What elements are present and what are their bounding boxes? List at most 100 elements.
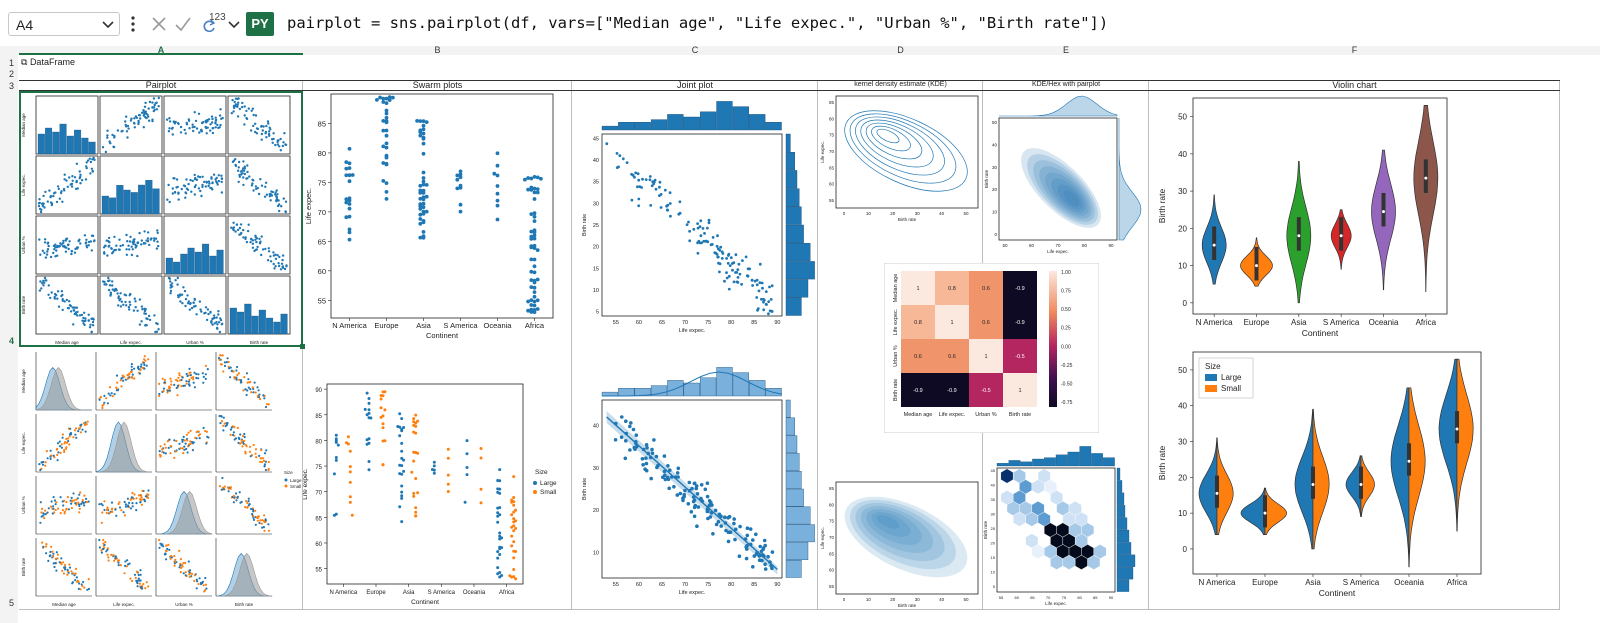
column-header-c[interactable]: C bbox=[691, 45, 699, 55]
column-header-a[interactable]: A bbox=[19, 46, 303, 55]
scatter-point bbox=[106, 553, 109, 556]
scatter-point bbox=[108, 279, 111, 282]
grid-line bbox=[1559, 80, 1560, 610]
tick-label: S America bbox=[428, 590, 456, 596]
scatter-point bbox=[41, 541, 44, 544]
enter-check-icon[interactable] bbox=[174, 15, 192, 33]
scatter-point bbox=[728, 264, 732, 267]
scatter-point bbox=[648, 178, 652, 182]
scatter-point bbox=[55, 501, 58, 504]
swarm-point bbox=[496, 550, 500, 554]
tick-label: 50 bbox=[1178, 113, 1187, 122]
formula-input[interactable]: pairplot = sns.pairplot(df, vars=["Media… bbox=[287, 14, 1109, 32]
scatter-point bbox=[153, 314, 156, 317]
scatter-point bbox=[214, 118, 218, 122]
column-header-d[interactable]: D bbox=[897, 45, 904, 55]
python-badge[interactable]: PY bbox=[246, 12, 274, 36]
row-header-1[interactable]: 1 bbox=[8, 58, 14, 68]
scatter-point bbox=[189, 302, 192, 305]
scatter-point bbox=[240, 231, 243, 235]
scatter-point bbox=[225, 361, 228, 364]
marginal-bar bbox=[667, 380, 684, 397]
row-header-3[interactable]: 3 bbox=[8, 81, 14, 91]
scatter-point bbox=[163, 443, 166, 446]
scatter-point bbox=[61, 200, 64, 203]
scatter-point bbox=[281, 144, 285, 148]
row-header-5[interactable]: 5 bbox=[8, 598, 14, 608]
column-header-f[interactable]: F bbox=[1351, 45, 1358, 55]
histogram-bar bbox=[88, 141, 96, 155]
scatter-point bbox=[205, 430, 208, 433]
scatter-point bbox=[64, 568, 67, 571]
scatter-point bbox=[126, 373, 129, 377]
scatter-point bbox=[234, 230, 237, 233]
swarm-point bbox=[532, 219, 537, 223]
scatter-point bbox=[43, 241, 47, 244]
violin-median bbox=[1255, 264, 1258, 268]
scatter-point bbox=[194, 184, 197, 187]
scatter-point bbox=[663, 477, 668, 482]
scatter-point bbox=[193, 125, 196, 129]
heatmap-cell bbox=[1003, 305, 1037, 339]
kde-contour bbox=[866, 509, 922, 545]
scatter-point bbox=[276, 143, 280, 146]
tick-label: 50 bbox=[963, 597, 969, 602]
row-header-2[interactable]: 2 bbox=[8, 69, 14, 79]
swarm-point bbox=[400, 417, 404, 421]
swarm-point bbox=[384, 145, 389, 150]
column-header-b[interactable]: B bbox=[434, 45, 441, 55]
scatter-point bbox=[185, 380, 188, 383]
python-output-type-dropdown[interactable]: 123 bbox=[199, 12, 243, 36]
grid-line bbox=[1148, 80, 1149, 610]
scatter-point bbox=[181, 565, 184, 568]
scatter-point bbox=[82, 580, 85, 584]
swarm-point bbox=[412, 420, 416, 424]
tick-label: 5 bbox=[993, 584, 996, 589]
scatter-point bbox=[38, 463, 41, 466]
chevron-down-icon[interactable] bbox=[100, 16, 116, 32]
marginal-bar bbox=[732, 372, 749, 397]
tick-label: Life expec. bbox=[893, 308, 899, 335]
scatter-point bbox=[117, 502, 120, 506]
scatter-point bbox=[130, 368, 133, 371]
scatter-point bbox=[717, 261, 720, 265]
scatter-point bbox=[77, 430, 80, 433]
selected-cell-a4[interactable] bbox=[19, 91, 303, 347]
cancel-icon[interactable] bbox=[150, 15, 168, 33]
swarm-point bbox=[512, 556, 516, 560]
scatter-point bbox=[89, 160, 93, 164]
row-header-4[interactable]: 4 bbox=[8, 336, 14, 346]
scatter-point bbox=[668, 191, 672, 195]
column-header-e[interactable]: E bbox=[1062, 45, 1069, 55]
scatter-point bbox=[271, 190, 274, 194]
name-box[interactable]: A4 bbox=[8, 12, 120, 36]
scatter-point bbox=[282, 141, 285, 144]
scatter-point bbox=[64, 250, 68, 253]
scatter-point bbox=[42, 512, 45, 515]
fill-handle[interactable] bbox=[300, 344, 305, 349]
scatter-point bbox=[277, 262, 280, 265]
violin-box bbox=[1407, 443, 1411, 476]
pairplot-cell bbox=[99, 275, 163, 335]
scatter-point bbox=[66, 185, 69, 188]
more-options-icon[interactable] bbox=[129, 14, 137, 34]
correlation-heatmap[interactable]: 1 0.8 0.6 -0.90.8 1 0.6 -0.90.6 0.6 1 -0.5-0.9 -0.… bbox=[884, 263, 1099, 433]
scatter-point bbox=[122, 379, 125, 382]
swarm-point bbox=[496, 490, 500, 494]
scatter-point bbox=[162, 451, 165, 454]
scatter-point bbox=[247, 386, 250, 389]
swarm-point bbox=[344, 166, 349, 171]
cell-a1-dataframe[interactable]: ⧉ DataFrame bbox=[21, 57, 75, 67]
